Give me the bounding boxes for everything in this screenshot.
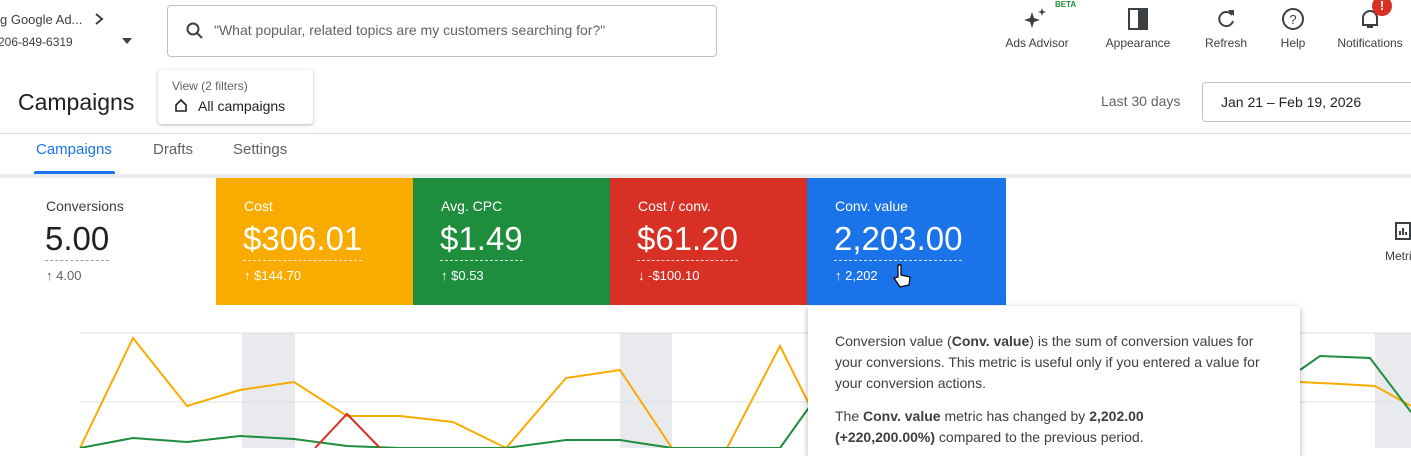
bold-text: (+220,200.00%) — [835, 429, 936, 445]
toolbar-button[interactable]: ? Help — [1248, 0, 1338, 50]
text: Conversion value ( — [835, 333, 952, 349]
account-name[interactable]: g Google Ad... — [0, 12, 83, 27]
tab[interactable]: Settings — [233, 141, 288, 158]
date-range: Jan 21 – Feb 19, 2026 — [1221, 94, 1362, 110]
metric-label: Avg. CPC — [441, 198, 503, 214]
toolbar-button[interactable]: Appearance — [1093, 0, 1183, 50]
page-title: Campaigns — [18, 89, 135, 115]
search-placeholder: "What popular, related topics are my cus… — [214, 22, 606, 38]
metrics-icon — [1395, 222, 1411, 240]
performance-chart — [79, 332, 1411, 448]
toolbar-button[interactable]: Refresh — [1181, 0, 1271, 50]
date-label: Last 30 days — [1101, 93, 1181, 109]
label: Appearance — [1105, 36, 1171, 50]
metric-value: 2,203.00 — [834, 220, 963, 261]
tab[interactable]: Campaigns — [36, 141, 112, 158]
metric-label: Cost — [244, 198, 273, 214]
metric-card[interactable]: Conversions 5.00 ↑ 4.00 — [45, 198, 124, 283]
tooltip-paragraph: The Conv. value metric has changed by 2,… — [835, 406, 1275, 448]
metric-label: Cost / conv. — [638, 198, 711, 214]
divider — [0, 174, 1411, 178]
metric-card[interactable]: Avg. CPC $1.49 ↑ $0.53 — [413, 178, 610, 305]
account-id: 206-849-6319 — [0, 35, 73, 49]
icon — [1362, 10, 1378, 28]
metric-change: 2,202 — [845, 268, 878, 283]
metric-change: -$100.10 — [648, 268, 700, 283]
metric-change: $0.53 — [451, 268, 484, 283]
dropdown-arrow[interactable] — [121, 37, 133, 45]
tab[interactable]: Drafts — [153, 141, 194, 158]
label: Notifications — [1337, 36, 1403, 50]
metrics-button[interactable]: Metrics — [1385, 249, 1411, 263]
metric-value: 5.00 — [45, 220, 110, 261]
text: compared to the previous period. — [935, 429, 1144, 445]
date-picker[interactable]: Jan 21 – Feb 19, 2026 — [1202, 82, 1411, 122]
svg-text:?: ? — [1289, 12, 1296, 27]
home-icon — [175, 98, 187, 112]
chevron — [95, 13, 104, 25]
tab-indicator — [34, 171, 115, 174]
metric-change: $144.70 — [254, 268, 302, 283]
view-value: All campaigns — [198, 98, 286, 114]
search-icon — [186, 22, 203, 39]
metric-card[interactable]: Cost / conv. $61.20 ↓ -$100.10 — [610, 178, 807, 305]
view-selector[interactable]: View (2 filters) All campaigns — [158, 70, 313, 124]
label: Refresh — [1204, 36, 1248, 50]
label: Ads Advisor — [1005, 36, 1069, 50]
bold-text: 2,202.00 — [1089, 408, 1144, 424]
cursor — [893, 264, 911, 288]
bold-text: Conv. value — [951, 333, 1030, 349]
icon: ? — [1282, 8, 1304, 30]
metric-value: $61.20 — [637, 220, 738, 261]
bold-text: Conv. value — [863, 408, 941, 424]
icon — [1128, 8, 1148, 30]
metric-value: $1.49 — [440, 220, 523, 261]
metric-card[interactable]: Cost $306.01 ↑ $144.70 — [216, 178, 413, 305]
metric-change: 4.00 — [56, 268, 82, 283]
icon — [1024, 8, 1046, 28]
text: metric has changed by — [940, 408, 1090, 424]
divider — [0, 133, 1411, 134]
tooltip-paragraph: Conversion value (Conv. value) is the su… — [835, 331, 1275, 394]
icon — [1218, 10, 1234, 28]
metric-value: $306.01 — [243, 220, 363, 261]
toolbar-button[interactable]: Notifications — [1325, 0, 1411, 50]
text: The — [835, 408, 864, 424]
beta-badge: BETA — [1055, 0, 1077, 9]
toolbar-button[interactable]: Ads Advisor — [992, 0, 1082, 50]
metric-label: Conversions — [46, 198, 124, 214]
label: Help — [1280, 36, 1306, 50]
view-label: View (2 filters) — [172, 79, 248, 93]
notification-badge: ! — [1372, 0, 1392, 16]
text: ) is the sum of conversion values for yo… — [835, 333, 1260, 391]
tooltip: Conversion value (Conv. value) is the su… — [808, 306, 1300, 456]
metric-label: Conv. value — [835, 198, 908, 214]
search-box[interactable]: "What popular, related topics are my cus… — [167, 5, 717, 57]
